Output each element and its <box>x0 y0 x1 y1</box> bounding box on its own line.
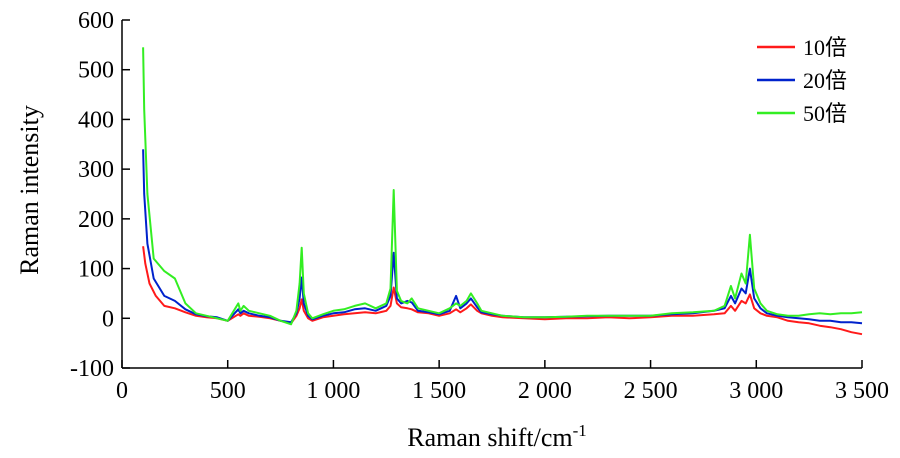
y-tick-label: 300 <box>78 157 114 183</box>
y-tick-label: 400 <box>78 107 114 133</box>
x-tick-label: 3 000 <box>729 378 783 404</box>
y-tick-label: 200 <box>78 207 114 233</box>
legend-label: 10倍 <box>803 35 847 60</box>
legend: 10倍 20倍 50倍 <box>757 35 847 126</box>
y-tick-label: 0 <box>102 306 114 332</box>
legend-label: 50倍 <box>803 101 847 126</box>
x-axis-label: Raman shift/cm-1 <box>407 421 587 452</box>
x-tick-label: 500 <box>210 378 246 404</box>
x-axis-label-text: Raman shift/cm <box>407 423 572 452</box>
y-tick-label: -100 <box>70 356 114 382</box>
series-line-1 <box>142 246 863 336</box>
x-tick-label: 1 000 <box>306 378 360 404</box>
x-axis-label-superscript: -1 <box>573 421 587 440</box>
x-tick-label: 0 <box>116 378 128 404</box>
y-ticks: -100 0 100 200 300 400 500 600 <box>70 8 130 382</box>
x-tick-label: 2 000 <box>518 378 572 404</box>
series-line-2 <box>142 149 863 325</box>
y-tick-label: 600 <box>78 8 114 34</box>
series-lines <box>142 47 863 336</box>
x-tick-label: 1 500 <box>412 378 466 404</box>
series-line-3 <box>142 47 863 326</box>
x-ticks: 0 500 1 000 1 500 2 000 2 500 3 000 3 500 <box>116 360 889 404</box>
x-tick-label: 3 500 <box>835 378 889 404</box>
axes <box>121 20 862 369</box>
y-axis-label: Raman intensity <box>15 105 44 275</box>
x-tick-label: 2 500 <box>624 378 678 404</box>
y-tick-label: 100 <box>78 257 114 283</box>
y-tick-label: 500 <box>78 58 114 84</box>
legend-label: 20倍 <box>803 68 847 93</box>
